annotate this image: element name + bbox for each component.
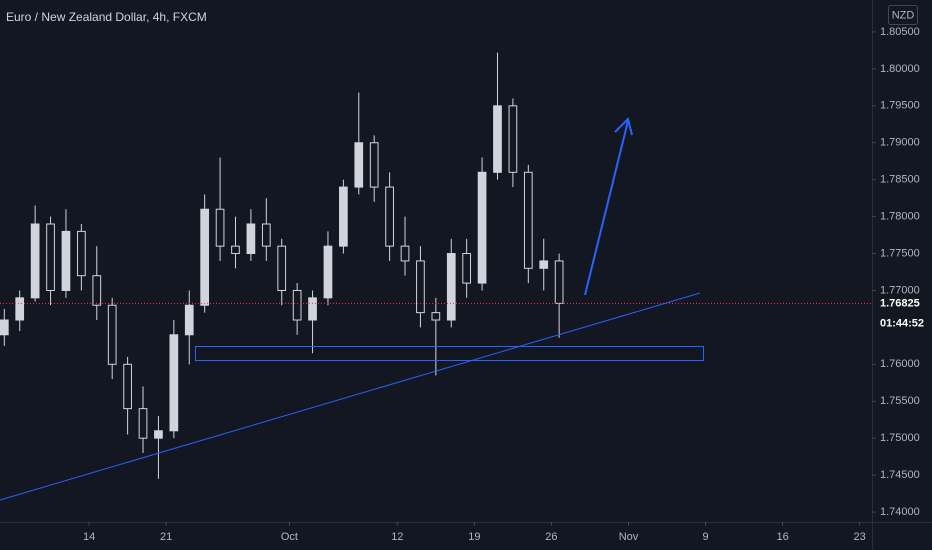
candle-body <box>354 142 364 188</box>
y-tick-label: 1.80000 <box>880 63 920 75</box>
candle-body <box>554 260 564 304</box>
y-tick-label: 1.75000 <box>880 432 920 444</box>
arrow-shaft <box>584 120 629 296</box>
candle-body <box>539 260 549 269</box>
candle-body <box>493 105 502 173</box>
candle-body <box>246 223 256 255</box>
y-tick-label: 1.74500 <box>880 469 920 481</box>
x-tick-label: 9 <box>702 531 708 543</box>
candle-body <box>369 142 379 188</box>
candle-body <box>523 171 533 269</box>
trend-line[interactable] <box>0 292 701 501</box>
currency: NZD <box>892 9 915 21</box>
candle-body <box>123 363 132 410</box>
y-tick-label: 1.77500 <box>880 247 920 259</box>
currency-box[interactable] <box>888 5 918 25</box>
y-tick-label: 1.74000 <box>880 506 920 518</box>
y-tick-label: 1.75500 <box>880 395 920 407</box>
y-tick-label: 1.79000 <box>880 137 920 149</box>
plot <box>0 52 564 479</box>
candle-body <box>277 245 287 291</box>
candle-body <box>77 230 86 277</box>
arrow[interactable] <box>584 117 633 296</box>
last-price-label: 1.76825 <box>880 297 920 309</box>
candle-body <box>308 297 317 321</box>
x-tick-label: Nov <box>619 531 639 543</box>
candle-body <box>508 105 518 173</box>
x-tick-label: 12 <box>391 531 403 543</box>
candle-body <box>385 186 394 247</box>
candle-body <box>261 223 271 247</box>
x-tick-label: 23 <box>854 531 866 543</box>
candle-body <box>231 245 240 255</box>
y-tick-label: 1.78000 <box>880 211 920 223</box>
candle-body <box>138 408 148 439</box>
y-tick-label: 1.78500 <box>880 174 920 186</box>
candle-body <box>92 275 102 306</box>
y-tick-label: 1.80500 <box>880 26 920 38</box>
y-tick-label: 1.79500 <box>880 100 920 112</box>
candle-body <box>446 253 456 321</box>
arrow-head <box>614 117 633 136</box>
candle-body <box>200 208 210 306</box>
x-tick-label: 19 <box>468 531 480 543</box>
candle-body <box>477 171 487 284</box>
candle-body <box>184 304 194 336</box>
candle-body <box>400 245 410 262</box>
candle-body <box>339 186 348 247</box>
candle-body <box>61 230 71 291</box>
candle-body <box>215 208 225 247</box>
candle-body <box>462 253 472 284</box>
candle-body <box>107 304 117 365</box>
candle-body <box>323 245 333 299</box>
candle-body <box>431 312 441 321</box>
x-tick-label: 14 <box>83 531 95 543</box>
y-tick-label: 1.77000 <box>880 284 920 296</box>
candle-body <box>154 430 163 439</box>
candle-body <box>46 223 55 291</box>
candle-body <box>15 297 25 321</box>
x-tick-label: 21 <box>160 531 172 543</box>
countdown: 01:44:52 <box>880 317 924 329</box>
candle-body <box>0 319 9 336</box>
chart-title: Euro / New Zealand Dollar, 4h, FXCM <box>6 10 207 24</box>
x-tick-label: 16 <box>776 531 788 543</box>
candle-body <box>292 289 302 321</box>
candle-body <box>30 223 40 299</box>
x-tick-label: Oct <box>281 531 298 543</box>
last-price-box <box>873 294 932 331</box>
x-tick-label: 26 <box>545 531 557 543</box>
candle-body <box>169 334 179 432</box>
y-tick-label: 1.76000 <box>880 358 920 370</box>
candle-body <box>416 260 425 314</box>
support-zone[interactable] <box>195 346 704 361</box>
